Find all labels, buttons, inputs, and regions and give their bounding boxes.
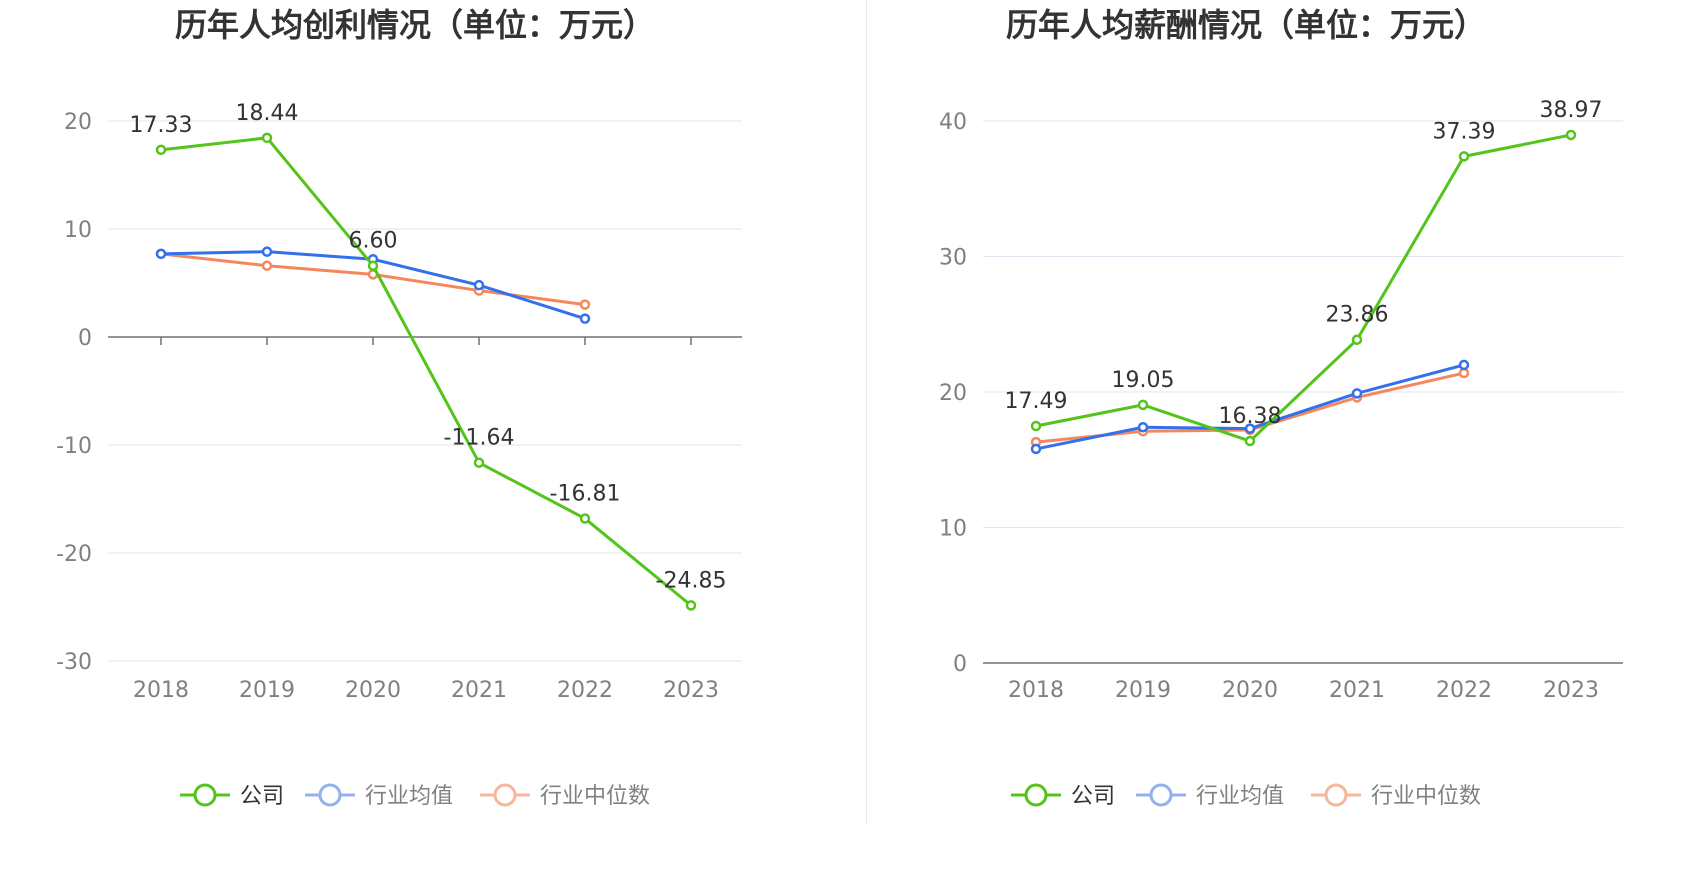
legend-swatch-marker — [493, 783, 517, 807]
legend-label: 行业中位数 — [540, 784, 650, 809]
x-tick-label: 2018 — [133, 678, 189, 703]
data-point-industry_avg — [1351, 388, 1363, 399]
chart-title: 历年人均薪酬情况（单位：万元） — [1006, 6, 1486, 44]
y-tick-label: 0 — [953, 652, 967, 677]
data-label: 23.86 — [1326, 303, 1389, 328]
data-point-company — [1458, 151, 1470, 162]
y-tick-label: 10 — [64, 218, 92, 243]
y-tick-label: 0 — [78, 326, 92, 351]
data-label: -16.81 — [550, 482, 621, 507]
legend-swatch-marker — [1024, 783, 1048, 807]
legend-label: 公司 — [240, 784, 284, 809]
y-tick-label: -30 — [56, 650, 92, 675]
data-label: 16.38 — [1219, 404, 1282, 429]
data-label: 6.60 — [349, 229, 398, 254]
data-point-industry_avg — [579, 313, 591, 324]
data-point-industry_median — [1458, 367, 1470, 379]
x-tick-label: 2021 — [451, 678, 507, 703]
data-point-company — [1565, 129, 1577, 141]
data-point-company — [685, 600, 697, 611]
x-tick-label: 2021 — [1329, 678, 1385, 703]
data-point-industry_avg — [155, 248, 167, 260]
panel-divider — [866, 0, 867, 825]
data-point-industry_avg — [261, 246, 273, 257]
data-label: 17.49 — [1005, 389, 1068, 414]
data-point-company — [579, 513, 591, 524]
y-tick-label: 30 — [939, 246, 967, 271]
x-tick-label: 2019 — [1115, 678, 1171, 703]
x-tick-label: 2018 — [1008, 678, 1064, 703]
data-point-company — [1244, 435, 1256, 447]
salary-per-capita-chart: 历年人均薪酬情况（单位：万元） 40 30 20 10 0 2018 2019 2020 2021… — [866, 0, 1700, 874]
legend-swatch-marker — [1149, 783, 1173, 807]
profit-per-capita-svg: 历年人均创利情况（单位：万元） 20 10 0 -10 -20 -30 2018 2019 202… — [56, 6, 742, 809]
data-point-company — [473, 457, 485, 468]
profit-per-capita-chart: 历年人均创利情况（单位：万元） 20 10 0 -10 -20 -30 2018 2019 202… — [56, 6, 742, 809]
series-line-company — [1035, 133, 1572, 443]
legend-label: 行业均值 — [1196, 784, 1284, 809]
data-label: 37.39 — [1433, 119, 1496, 144]
y-tick-label: -20 — [56, 542, 92, 567]
y-tick-label: 40 — [939, 110, 967, 135]
data-label: -11.64 — [444, 426, 515, 451]
legend-item-industry_median[interactable]: 行业中位数 — [1311, 783, 1481, 809]
x-tick-label: 2020 — [345, 678, 401, 703]
data-label: -24.85 — [656, 568, 727, 593]
data-label: 17.33 — [130, 113, 193, 138]
salary-per-capita-svg: 历年人均薪酬情况（单位：万元） 40 30 20 10 0 2018 2019 2020 2021… — [939, 6, 1623, 809]
y-tick-label: -10 — [56, 434, 92, 459]
data-point-company — [367, 260, 379, 271]
x-tick-label: 2020 — [1222, 678, 1278, 703]
x-tick-label: 2019 — [239, 678, 295, 703]
x-tick-label: 2023 — [663, 678, 719, 703]
legend-item-industry_avg[interactable]: 行业均值 — [305, 783, 453, 809]
x-tick-label: 2022 — [557, 678, 613, 703]
legend-swatch-marker — [1324, 783, 1348, 807]
legend-item-company[interactable]: 公司 — [180, 783, 284, 809]
x-tick-label: 2023 — [1543, 678, 1599, 703]
y-tick-label: 10 — [939, 517, 967, 542]
legend-swatch-marker — [193, 783, 217, 807]
data-label: 19.05 — [1112, 368, 1175, 393]
data-point-company — [1137, 399, 1149, 411]
data-point-industry_median — [579, 299, 591, 310]
legend-item-company[interactable]: 公司 — [1011, 783, 1115, 809]
data-point-industry_avg — [1030, 443, 1042, 455]
legend-label: 行业中位数 — [1371, 784, 1481, 809]
data-point-company — [1351, 334, 1363, 345]
data-point-industry_median — [261, 260, 273, 271]
y-tick-label: 20 — [64, 110, 92, 135]
legend-swatch-marker — [318, 783, 342, 807]
data-label: 38.97 — [1540, 98, 1603, 123]
data-point-industry_avg — [1137, 421, 1149, 433]
legend-item-industry_median[interactable]: 行业中位数 — [480, 783, 650, 809]
data-point-company — [1030, 420, 1042, 432]
data-point-company — [261, 132, 273, 144]
x-tick-label: 2022 — [1436, 678, 1492, 703]
series-line-company — [160, 136, 692, 607]
legend-item-industry_avg[interactable]: 行业均值 — [1136, 783, 1284, 809]
legend-label: 公司 — [1071, 784, 1115, 809]
y-tick-label: 20 — [939, 381, 967, 406]
data-point-industry_avg — [473, 279, 485, 291]
chart-title: 历年人均创利情况（单位：万元） — [175, 6, 655, 44]
data-point-industry_avg — [1244, 423, 1256, 434]
data-point-industry_avg — [1458, 359, 1470, 371]
data-point-company — [155, 144, 167, 156]
data-label: 18.44 — [236, 101, 299, 126]
legend-label: 行业均值 — [365, 784, 453, 809]
